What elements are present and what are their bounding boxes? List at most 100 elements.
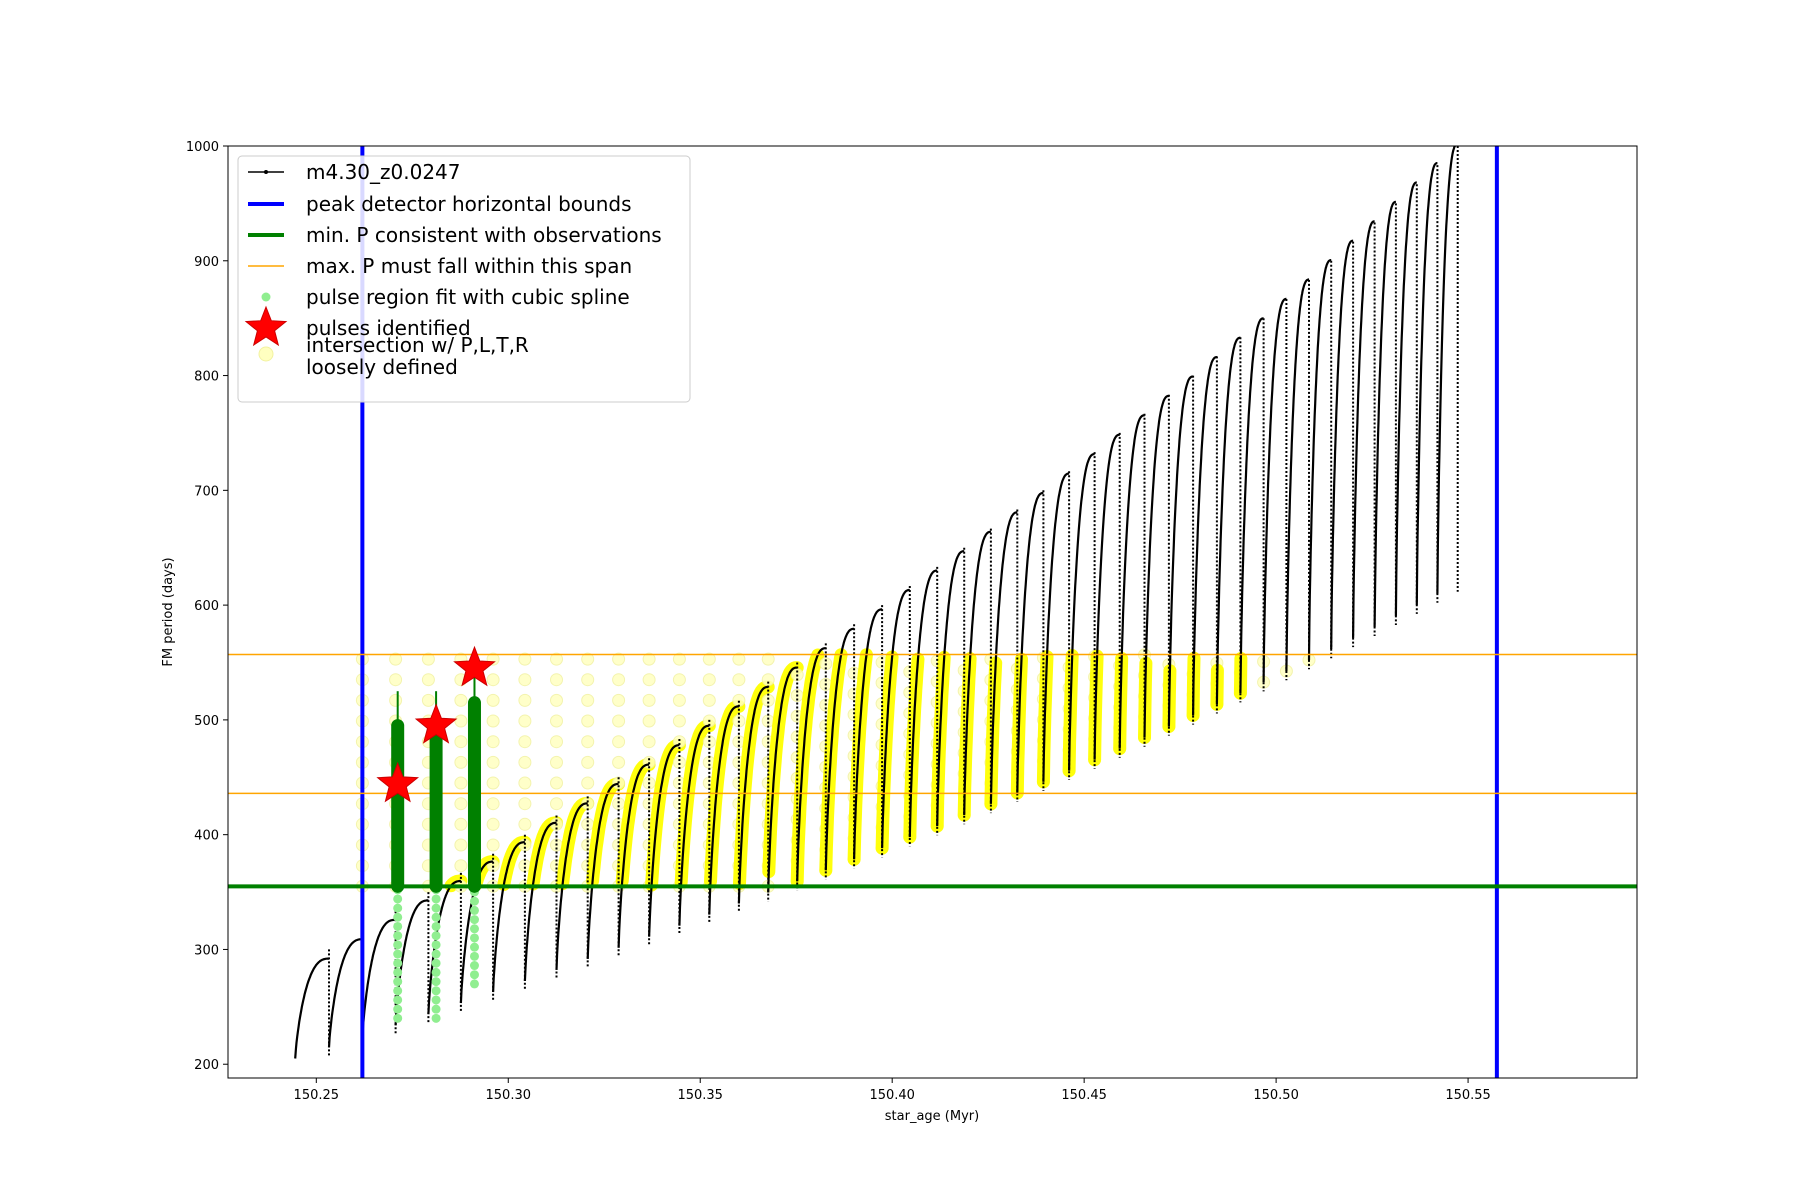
loose-intersection-point [761, 693, 775, 707]
spline-point [393, 912, 403, 922]
model-segment [1042, 472, 1070, 782]
spline-point [469, 951, 479, 961]
loose-intersection-point [518, 693, 532, 707]
y-axis: 200 300 400 500 600 700 800 900 1000 [186, 140, 228, 1073]
model-segment [708, 705, 740, 915]
model-segment [1215, 336, 1242, 705]
loose-intersection-point [702, 652, 716, 666]
loose-intersection-point [454, 838, 468, 852]
spline-point [469, 924, 479, 934]
loose-intersection-point [454, 817, 468, 831]
loose-intersection-point [581, 673, 595, 687]
model-segment [1436, 146, 1457, 594]
loose-intersection-point [642, 693, 656, 707]
model-segment [394, 899, 429, 1026]
pulse-star [453, 645, 496, 687]
loose-intersection-point [486, 714, 500, 728]
spline-point [431, 940, 441, 950]
loose-intersection-point [672, 714, 686, 728]
pulse-star [414, 703, 458, 744]
spline-point [393, 931, 403, 941]
spline-point [431, 912, 441, 922]
loose-intersection-point [389, 693, 403, 707]
model-segment [1373, 200, 1397, 627]
loose-intersection-point [518, 838, 532, 852]
loose-intersection-point [518, 776, 532, 790]
y-tick-label: 800 [194, 370, 219, 385]
model-segment [361, 918, 396, 1037]
loose-intersection-point [518, 673, 532, 687]
spline-series [391, 668, 481, 1023]
model-segment [1307, 259, 1332, 661]
loose-intersection-point [550, 755, 563, 769]
loose-intersection-point [454, 776, 468, 790]
loose-intersection-point [518, 714, 532, 728]
model-segment [908, 569, 938, 838]
model-segment [1262, 297, 1288, 683]
spline-point [431, 949, 441, 959]
loose-intersection-point [672, 652, 686, 666]
loose-intersection-point [550, 797, 563, 811]
model-segment [796, 647, 827, 882]
loose-intersection-point [581, 735, 595, 749]
x-axis: 150.25 150.30 150.35 150.40 150.45 150.50 150.… [294, 1078, 1491, 1103]
loose-intersection-point [518, 735, 532, 749]
model-segment [1285, 278, 1310, 672]
loose-intersection-point [454, 714, 468, 728]
model-segment [492, 841, 526, 993]
model-segment [1167, 375, 1194, 727]
spline-point [469, 905, 479, 915]
x-tick-label: 150.25 [294, 1088, 340, 1103]
spline-point [469, 961, 479, 971]
legend-marker [261, 292, 271, 302]
spline-point [431, 894, 441, 904]
loose-intersection-point [612, 797, 626, 811]
model-segment [327, 938, 363, 1048]
y-tick-label: 300 [194, 943, 219, 958]
spline-point [431, 986, 441, 996]
legend-label: peak detector horizontal bounds [306, 192, 632, 216]
loose-intersection-point [581, 652, 595, 666]
loose-intersection-point [550, 693, 563, 707]
loose-intersection-point [732, 673, 746, 687]
loose-intersection-point [518, 797, 532, 811]
model-segment [1415, 162, 1439, 605]
spline-point [393, 995, 403, 1005]
model-segment [881, 588, 911, 849]
legend-label: pulses identified [306, 316, 471, 340]
legend-label: loosely defined [306, 355, 458, 379]
plot-area [228, 146, 1637, 1078]
x-tick-label: 150.45 [1061, 1088, 1107, 1103]
loose-intersection-point [761, 673, 775, 687]
y-axis-label: FM period (days) [161, 557, 176, 666]
loose-intersection-point [581, 693, 595, 707]
spline-point [393, 967, 403, 977]
spline-point [431, 921, 441, 931]
loose-intersection-point [421, 673, 435, 687]
x-axis-label: star_age (Myr) [885, 1109, 979, 1124]
spline-point [393, 921, 403, 931]
loose-intersection-point [550, 673, 563, 687]
loose-intersection-point [454, 755, 468, 769]
spline-point [431, 1004, 441, 1014]
model-segment [963, 530, 992, 816]
loose-intersection-point [518, 652, 532, 666]
model-segment [1016, 491, 1045, 793]
spline-point [393, 1013, 403, 1023]
loose-intersection-point [486, 735, 500, 749]
legend-marker [244, 305, 288, 347]
loose-intersection-point [672, 693, 686, 707]
loose-intersection-point [612, 735, 626, 749]
spline-point [431, 977, 441, 987]
loose-intersection-point [518, 755, 532, 769]
model-segment [936, 550, 965, 827]
model-segment [1330, 239, 1354, 650]
loose-intersection-point [486, 838, 500, 852]
spline-point [393, 894, 403, 904]
loose-intersection-point [612, 673, 626, 687]
model-segment [1068, 453, 1096, 771]
loose-intersection-point [486, 776, 500, 790]
plot-frame [227, 145, 1638, 1079]
